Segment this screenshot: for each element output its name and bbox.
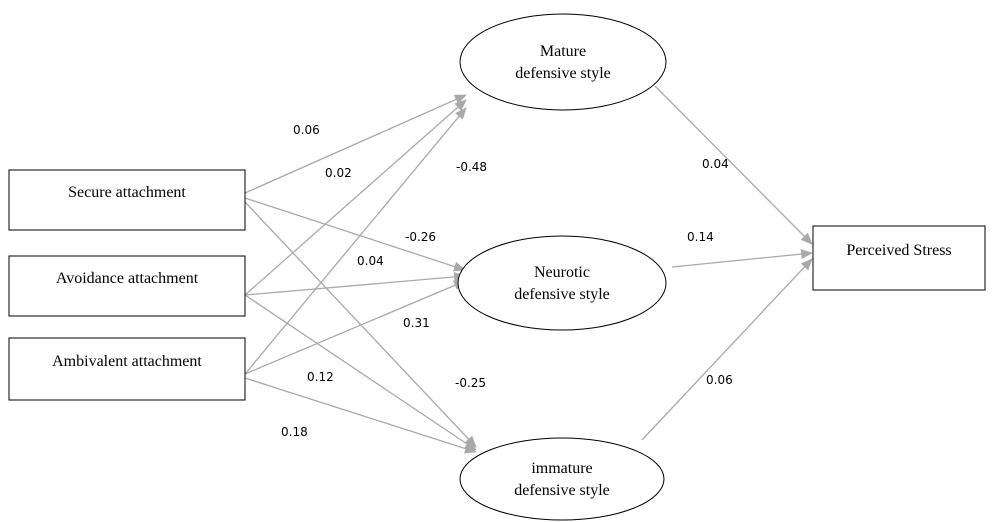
node-box-stress xyxy=(812,225,986,291)
path-arrow-neurotic-stress xyxy=(671,249,813,268)
coefficient-label-neurotic-stress: 0.14 xyxy=(687,230,714,244)
path-arrow-secure-mature xyxy=(244,94,467,194)
node-ambivalent: Ambivalent attachment xyxy=(8,337,246,401)
node-secure: Secure attachment xyxy=(8,169,246,231)
node-label-ambivalent-line-0: Ambivalent attachment xyxy=(52,353,202,370)
path-arrow-ambivalent-neurotic xyxy=(244,280,466,375)
path-arrow-secure-neurotic xyxy=(244,197,466,272)
node-label-mature-line-0: Mature xyxy=(540,43,586,60)
path-arrow-avoidance-neurotic xyxy=(244,271,466,296)
coefficient-label-ambivalent-immature: 0.18 xyxy=(281,425,308,439)
coefficient-label-immature-stress: 0.06 xyxy=(706,373,733,387)
node-immature: immature defensive style xyxy=(459,437,665,521)
coefficient-label-avoidance-mature: 0.02 xyxy=(325,166,352,180)
node-stress: Perceived Stress xyxy=(812,225,986,291)
node-ellipse-neurotic xyxy=(457,235,667,331)
node-label-neurotic-line-1: defensive style xyxy=(514,286,610,303)
path-arrow-immature-stress xyxy=(641,258,813,441)
coefficient-label-avoidance-immature: 0.12 xyxy=(307,370,334,384)
path-arrow-avoidance-immature xyxy=(244,294,477,451)
coefficient-label-secure-immature: -0.25 xyxy=(455,376,486,390)
node-label-immature-line-1: defensive style xyxy=(514,482,610,499)
node-label-stress-line-0: Perceived Stress xyxy=(846,242,951,259)
node-ellipse-mature xyxy=(459,13,667,111)
coefficient-label-secure-mature: 0.06 xyxy=(293,123,320,137)
coefficient-label-avoidance-neurotic: 0.04 xyxy=(357,254,384,268)
node-box-ambivalent xyxy=(8,337,246,401)
node-box-avoidance xyxy=(8,255,246,317)
node-label-mature-line-1: defensive style xyxy=(515,65,611,82)
node-label-neurotic-line-0: Neurotic xyxy=(534,264,590,281)
coefficient-label-ambivalent-neurotic: 0.31 xyxy=(403,316,430,330)
path-arrow-avoidance-mature xyxy=(244,99,467,296)
node-label-immature-line-0: immature xyxy=(531,460,592,477)
path-arrow-secure-immature xyxy=(244,201,477,448)
node-avoidance: Avoidance attachment xyxy=(8,255,246,317)
path-arrow-mature-stress xyxy=(654,85,813,245)
coefficient-label-ambivalent-mature: -0.48 xyxy=(456,160,487,174)
node-neurotic: Neurotic defensive style xyxy=(457,235,667,331)
path-arrow-ambivalent-mature xyxy=(244,107,467,375)
node-mature: Mature defensive style xyxy=(459,13,667,111)
node-box-secure xyxy=(8,169,246,231)
coefficient-label-mature-stress: 0.04 xyxy=(702,157,729,171)
node-label-secure-line-0: Secure attachment xyxy=(68,184,186,201)
path-arrow-ambivalent-immature xyxy=(244,377,477,454)
node-label-avoidance-line-0: Avoidance attachment xyxy=(56,270,199,287)
node-ellipse-immature xyxy=(459,437,665,521)
coefficient-label-secure-neurotic: -0.26 xyxy=(405,230,436,244)
